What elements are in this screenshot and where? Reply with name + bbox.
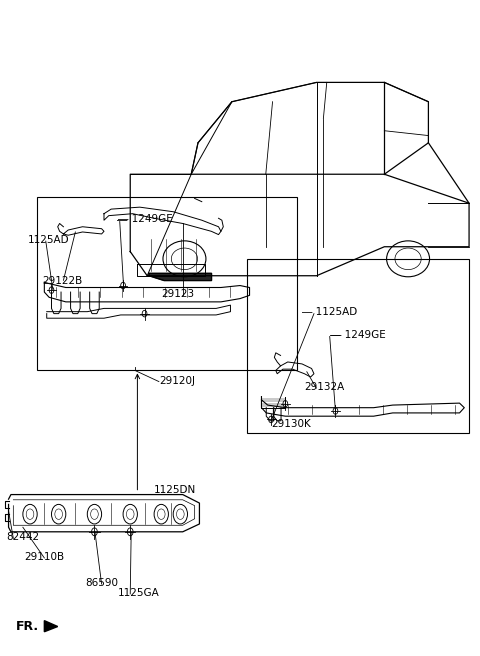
Text: 1125DN: 1125DN [154, 485, 196, 495]
Text: 1125GA: 1125GA [118, 588, 160, 598]
Text: 29120J: 29120J [159, 375, 195, 386]
Text: 29110B: 29110B [24, 552, 64, 562]
Text: 1125AD: 1125AD [28, 235, 69, 245]
Bar [37, 197, 297, 371]
Text: ― 1249GE: ― 1249GE [118, 214, 173, 224]
Text: ― 1125AD: ― 1125AD [302, 307, 357, 317]
Polygon shape [44, 621, 58, 632]
Text: FR.: FR. [16, 620, 39, 633]
Text: 29132A: 29132A [304, 382, 345, 392]
Text: 29123: 29123 [161, 289, 194, 298]
Text: ―: ― [117, 215, 128, 225]
Text: ―: ― [330, 330, 340, 340]
Text: 29122B: 29122B [42, 276, 82, 286]
Text: 86590: 86590 [85, 578, 118, 588]
Text: 82442: 82442 [6, 532, 39, 543]
Polygon shape [149, 274, 212, 281]
Text: ― 1249GE: ― 1249GE [331, 330, 385, 340]
Text: 29130K: 29130K [271, 419, 311, 429]
Bar [247, 259, 469, 432]
